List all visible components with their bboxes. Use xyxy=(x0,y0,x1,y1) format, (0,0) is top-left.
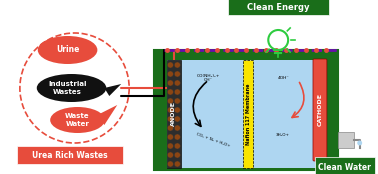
Circle shape xyxy=(167,134,174,140)
Text: Clean Energy: Clean Energy xyxy=(247,2,310,11)
Circle shape xyxy=(174,143,180,149)
Polygon shape xyxy=(104,84,121,96)
Circle shape xyxy=(167,125,174,131)
Circle shape xyxy=(174,125,180,131)
Circle shape xyxy=(167,152,174,158)
Text: Urea Rich Wastes: Urea Rich Wastes xyxy=(32,151,107,160)
Circle shape xyxy=(167,107,174,113)
Circle shape xyxy=(167,143,174,149)
Text: CO₂ + N₂ + H₂O+: CO₂ + N₂ + H₂O+ xyxy=(196,132,231,148)
Text: CATHODE: CATHODE xyxy=(318,93,322,126)
Circle shape xyxy=(174,116,180,122)
FancyBboxPatch shape xyxy=(228,0,329,15)
Circle shape xyxy=(174,134,180,140)
Bar xyxy=(338,132,354,148)
Text: Clean Water: Clean Water xyxy=(318,163,371,172)
Bar xyxy=(167,60,181,168)
FancyBboxPatch shape xyxy=(17,146,123,164)
Text: 4OH⁻: 4OH⁻ xyxy=(277,76,289,80)
Circle shape xyxy=(174,80,180,86)
Circle shape xyxy=(167,116,174,122)
Circle shape xyxy=(167,161,174,167)
Circle shape xyxy=(167,98,174,104)
Polygon shape xyxy=(98,105,117,125)
Ellipse shape xyxy=(37,74,106,102)
Circle shape xyxy=(357,140,362,145)
FancyBboxPatch shape xyxy=(313,59,327,161)
Bar xyxy=(243,60,253,168)
Ellipse shape xyxy=(38,36,98,64)
Circle shape xyxy=(174,71,180,77)
Text: Urine: Urine xyxy=(56,45,79,54)
Circle shape xyxy=(174,62,180,68)
FancyBboxPatch shape xyxy=(315,157,375,174)
Text: Industrial
Wastes: Industrial Wastes xyxy=(48,81,87,94)
Circle shape xyxy=(167,62,174,68)
Circle shape xyxy=(174,161,180,167)
Bar xyxy=(167,60,325,168)
Text: Nafion 117 Membrane: Nafion 117 Membrane xyxy=(246,83,251,145)
Circle shape xyxy=(167,80,174,86)
Text: 3H₂O+: 3H₂O+ xyxy=(276,133,290,137)
Text: Waste
Water: Waste Water xyxy=(65,113,90,126)
Circle shape xyxy=(174,98,180,104)
Text: CO(NH₂)₂+
OH⁻: CO(NH₂)₂+ OH⁻ xyxy=(197,74,220,82)
Circle shape xyxy=(174,107,180,113)
Ellipse shape xyxy=(50,107,105,133)
Circle shape xyxy=(174,152,180,158)
Text: ANODE: ANODE xyxy=(171,101,177,126)
FancyBboxPatch shape xyxy=(154,50,338,170)
Circle shape xyxy=(174,89,180,95)
Circle shape xyxy=(167,89,174,95)
Circle shape xyxy=(167,71,174,77)
